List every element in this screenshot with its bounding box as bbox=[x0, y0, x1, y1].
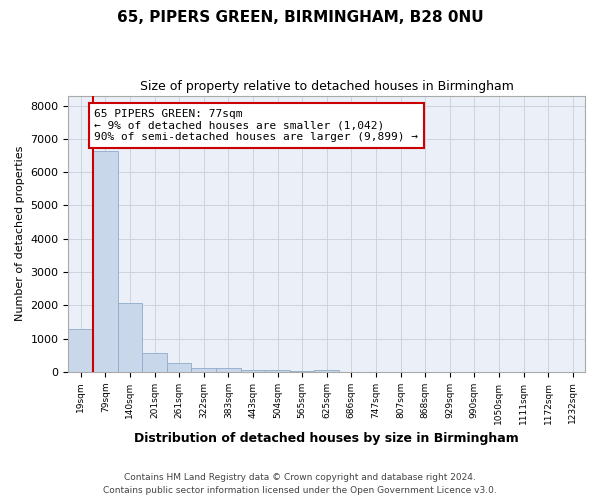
Bar bbox=[142, 352, 167, 372]
Title: Size of property relative to detached houses in Birmingham: Size of property relative to detached ho… bbox=[140, 80, 514, 93]
Bar bbox=[265, 370, 290, 372]
Bar bbox=[241, 370, 265, 372]
Bar bbox=[167, 363, 191, 372]
Bar bbox=[216, 368, 241, 372]
Bar bbox=[93, 152, 118, 372]
Text: 65, PIPERS GREEN, BIRMINGHAM, B28 0NU: 65, PIPERS GREEN, BIRMINGHAM, B28 0NU bbox=[116, 10, 484, 25]
Bar bbox=[68, 328, 93, 372]
Bar bbox=[191, 368, 216, 372]
Bar bbox=[314, 370, 339, 372]
Bar bbox=[118, 304, 142, 372]
Y-axis label: Number of detached properties: Number of detached properties bbox=[15, 146, 25, 322]
X-axis label: Distribution of detached houses by size in Birmingham: Distribution of detached houses by size … bbox=[134, 432, 519, 445]
Text: 65 PIPERS GREEN: 77sqm
← 9% of detached houses are smaller (1,042)
90% of semi-d: 65 PIPERS GREEN: 77sqm ← 9% of detached … bbox=[94, 109, 418, 142]
Text: Contains HM Land Registry data © Crown copyright and database right 2024.
Contai: Contains HM Land Registry data © Crown c… bbox=[103, 474, 497, 495]
